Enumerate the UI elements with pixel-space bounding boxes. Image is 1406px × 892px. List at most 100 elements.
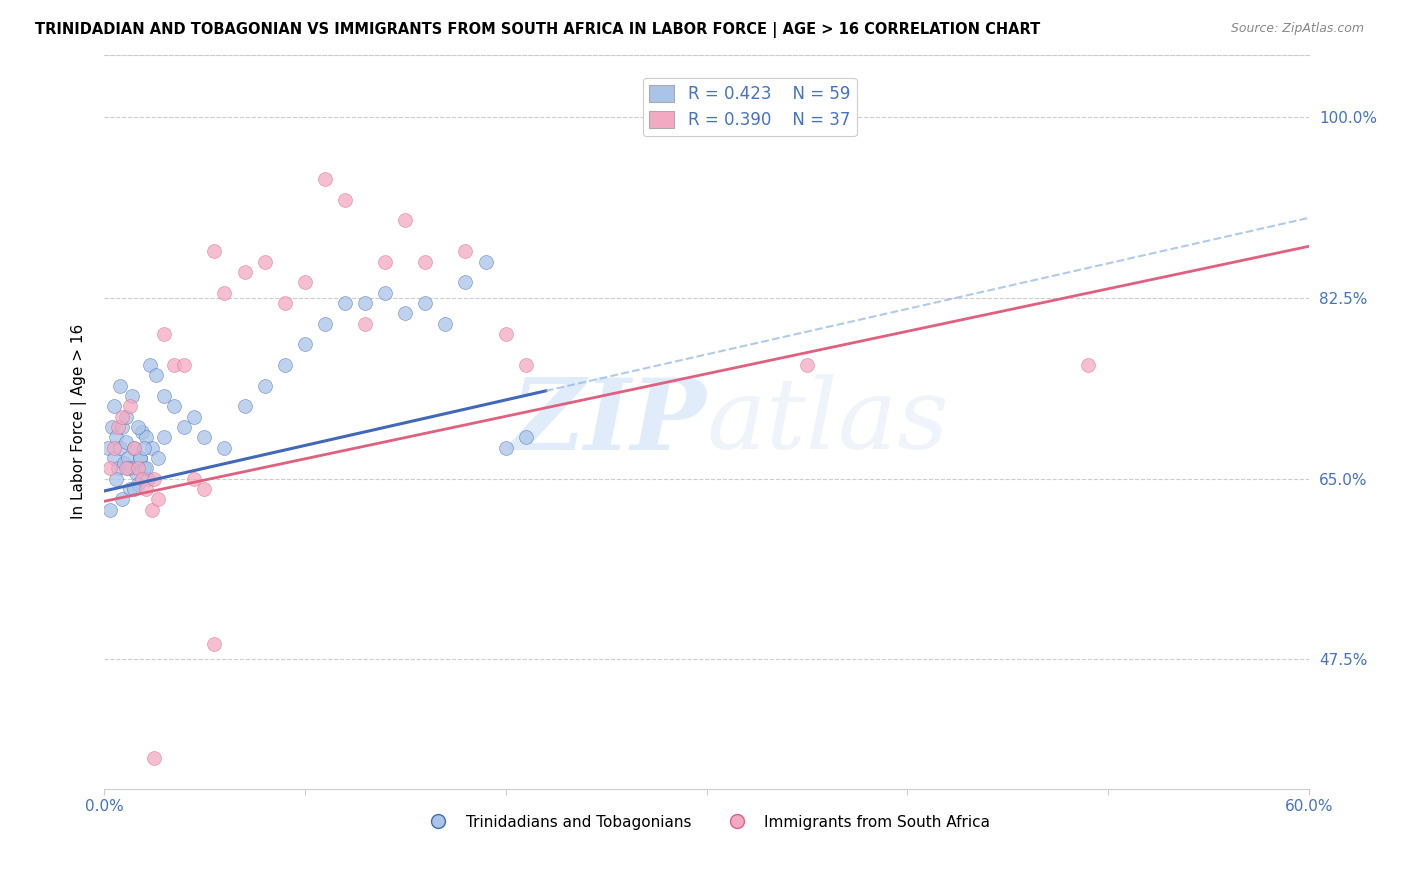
Point: [98, 461, 121, 475]
Point: [132, 461, 155, 475]
Point: [193, 430, 215, 444]
Point: [495, 326, 517, 341]
Text: atlas: atlas: [707, 374, 949, 469]
Point: [495, 441, 517, 455]
Point: [117, 450, 139, 465]
Point: [354, 317, 377, 331]
Point: [183, 472, 205, 486]
Point: [394, 306, 416, 320]
Point: [233, 265, 256, 279]
Point: [394, 213, 416, 227]
Point: [183, 409, 205, 424]
Point: [796, 358, 818, 372]
Point: [145, 368, 167, 383]
Point: [474, 254, 496, 268]
Point: [454, 244, 477, 259]
Point: [131, 472, 153, 486]
Point: [115, 409, 138, 424]
Point: [153, 430, 176, 444]
Point: [111, 492, 134, 507]
Point: [253, 254, 276, 268]
Point: [107, 420, 129, 434]
Point: [112, 456, 135, 470]
Point: [115, 435, 138, 450]
Point: [108, 441, 131, 455]
Point: [101, 420, 124, 434]
Point: [415, 254, 437, 268]
Point: [115, 461, 138, 475]
Point: [214, 285, 236, 300]
Point: [103, 441, 125, 455]
Point: [141, 441, 163, 455]
Point: [107, 461, 129, 475]
Text: Source: ZipAtlas.com: Source: ZipAtlas.com: [1230, 22, 1364, 36]
Point: [163, 358, 186, 372]
Point: [104, 472, 127, 486]
Point: [118, 400, 141, 414]
Point: [139, 358, 162, 372]
Point: [117, 461, 139, 475]
Point: [273, 296, 295, 310]
Point: [108, 378, 131, 392]
Point: [173, 420, 195, 434]
Point: [454, 276, 477, 290]
Point: [97, 441, 120, 455]
Point: [127, 476, 149, 491]
Point: [122, 441, 145, 455]
Point: [314, 172, 336, 186]
Text: TRINIDADIAN AND TOBAGONIAN VS IMMIGRANTS FROM SOUTH AFRICA IN LABOR FORCE | AGE : TRINIDADIAN AND TOBAGONIAN VS IMMIGRANTS…: [35, 22, 1040, 38]
Point: [273, 358, 295, 372]
Point: [135, 461, 157, 475]
Point: [125, 467, 148, 481]
Point: [103, 450, 125, 465]
Point: [214, 441, 236, 455]
Point: [202, 637, 225, 651]
Point: [135, 430, 157, 444]
Point: [294, 337, 316, 351]
Point: [141, 502, 163, 516]
Point: [129, 450, 152, 465]
Point: [135, 482, 157, 496]
Text: ZIP: ZIP: [512, 374, 707, 470]
Point: [434, 317, 457, 331]
Point: [143, 472, 166, 486]
Point: [143, 750, 166, 764]
Point: [374, 254, 396, 268]
Point: [163, 400, 186, 414]
Point: [202, 244, 225, 259]
Point: [153, 326, 176, 341]
Point: [132, 441, 155, 455]
Point: [98, 502, 121, 516]
Point: [253, 378, 276, 392]
Point: [146, 450, 169, 465]
Point: [122, 441, 145, 455]
Point: [515, 358, 537, 372]
Point: [173, 358, 195, 372]
Point: [104, 430, 127, 444]
Point: [354, 296, 377, 310]
Point: [193, 482, 215, 496]
Legend: Trinidadians and Tobagonians, Immigrants from South Africa: Trinidadians and Tobagonians, Immigrants…: [416, 809, 997, 836]
Point: [153, 389, 176, 403]
Point: [333, 193, 356, 207]
Point: [374, 285, 396, 300]
Point: [103, 400, 125, 414]
Point: [294, 276, 316, 290]
Point: [233, 400, 256, 414]
Y-axis label: In Labor Force | Age > 16: In Labor Force | Age > 16: [72, 324, 87, 519]
Point: [415, 296, 437, 310]
Point: [333, 296, 356, 310]
Point: [515, 430, 537, 444]
Point: [122, 482, 145, 496]
Point: [118, 482, 141, 496]
Point: [121, 389, 143, 403]
Point: [1077, 358, 1099, 372]
Point: [111, 420, 134, 434]
Point: [146, 492, 169, 507]
Point: [121, 461, 143, 475]
Point: [131, 425, 153, 439]
Point: [136, 472, 159, 486]
Point: [314, 317, 336, 331]
Point: [127, 420, 149, 434]
Point: [129, 450, 152, 465]
